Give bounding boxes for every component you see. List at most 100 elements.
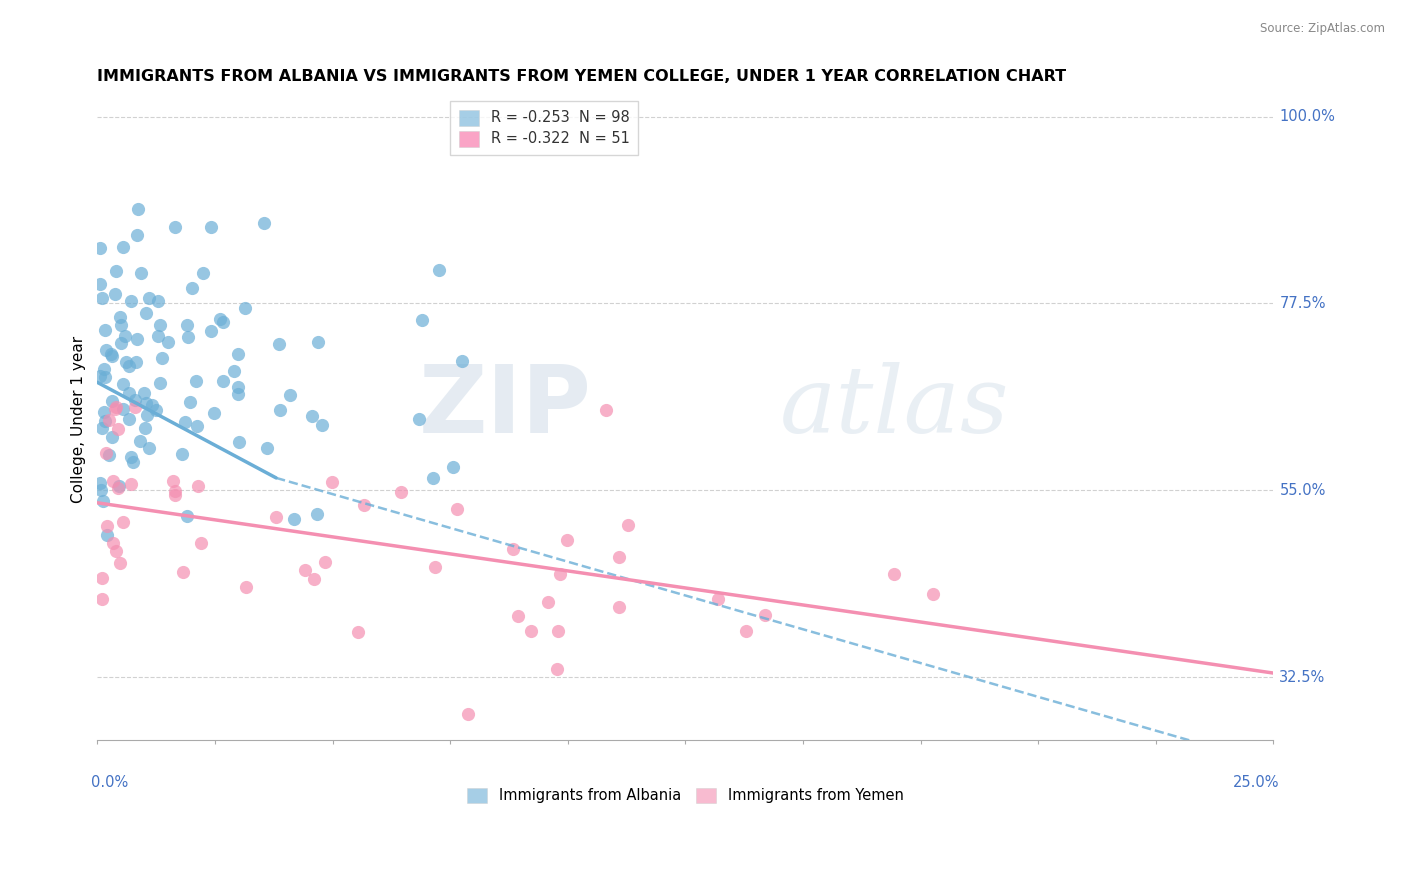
Point [278,388,301,402]
Point [120,450,142,464]
Point [353,498,375,512]
Point [422,471,444,485]
Text: 100.0%: 100.0% [1279,109,1336,124]
Point [141,398,163,412]
Point [93,405,115,419]
Point [150,351,173,366]
Point [135,306,157,320]
Point [266,510,288,524]
Point [100,346,122,360]
Point [132,385,155,400]
Point [111,240,134,254]
Point [94,343,117,358]
Point [124,401,146,415]
Point [172,566,194,580]
Point [138,291,160,305]
Point [347,625,370,640]
Point [135,396,157,410]
Point [146,293,169,308]
Point [163,219,186,234]
Point [110,310,132,324]
Point [179,394,201,409]
Point [506,609,529,624]
Point [149,376,172,391]
Point [423,559,446,574]
Point [283,512,305,526]
Point [149,318,172,332]
Point [212,315,235,329]
Point [307,335,329,350]
Point [267,337,290,351]
Text: 32.5%: 32.5% [1279,670,1326,685]
Point [457,707,479,722]
Point [96,528,118,542]
Point [91,421,114,435]
Point [321,475,343,490]
Text: Source: ZipAtlas.com: Source: ZipAtlas.com [1260,22,1385,36]
Point [165,484,187,499]
Point [177,330,200,344]
Point [617,518,640,533]
Point [94,414,117,428]
Point [269,403,291,417]
Point [186,419,208,434]
Point [162,474,184,488]
Point [112,516,135,530]
Point [93,494,115,508]
Point [311,417,333,432]
Point [174,415,197,429]
Point [127,202,149,217]
Point [235,580,257,594]
Point [557,533,579,548]
Point [595,402,617,417]
Point [89,277,111,292]
Point [226,387,249,401]
Point [101,350,124,364]
Title: IMMIGRANTS FROM ALBANIA VS IMMIGRANTS FROM YEMEN COLLEGE, UNDER 1 YEAR CORRELATI: IMMIGRANTS FROM ALBANIA VS IMMIGRANTS FR… [97,69,1067,84]
Point [441,459,464,474]
Point [253,216,276,230]
Point [146,329,169,343]
Legend: Immigrants from Albania, Immigrants from Yemen: Immigrants from Albania, Immigrants from… [458,779,912,813]
Point [226,380,249,394]
Point [187,479,209,493]
Point [408,412,430,426]
Point [110,318,132,333]
Point [389,484,412,499]
Point [228,435,250,450]
Point [411,313,433,327]
Point [212,374,235,388]
Point [91,592,114,607]
Point [129,266,152,280]
Point [98,412,121,426]
Text: 0.0%: 0.0% [91,775,129,789]
Point [301,409,323,424]
Point [200,324,222,338]
Point [115,355,138,369]
Point [104,263,127,277]
Point [127,332,149,346]
Point [233,301,256,316]
Point [176,509,198,524]
Text: 25.0%: 25.0% [1233,775,1279,789]
Point [100,430,122,444]
Point [118,385,141,400]
Point [200,220,222,235]
Point [734,624,756,638]
Point [104,287,127,301]
Point [111,401,134,416]
Point [108,557,131,571]
Point [446,501,468,516]
Point [100,393,122,408]
Point [118,359,141,374]
Point [547,624,569,638]
Point [124,393,146,408]
Point [90,291,112,305]
Point [922,587,945,601]
Point [138,441,160,455]
Point [186,374,208,388]
Point [302,572,325,586]
Point [256,441,278,455]
Point [314,555,336,569]
Point [120,476,142,491]
